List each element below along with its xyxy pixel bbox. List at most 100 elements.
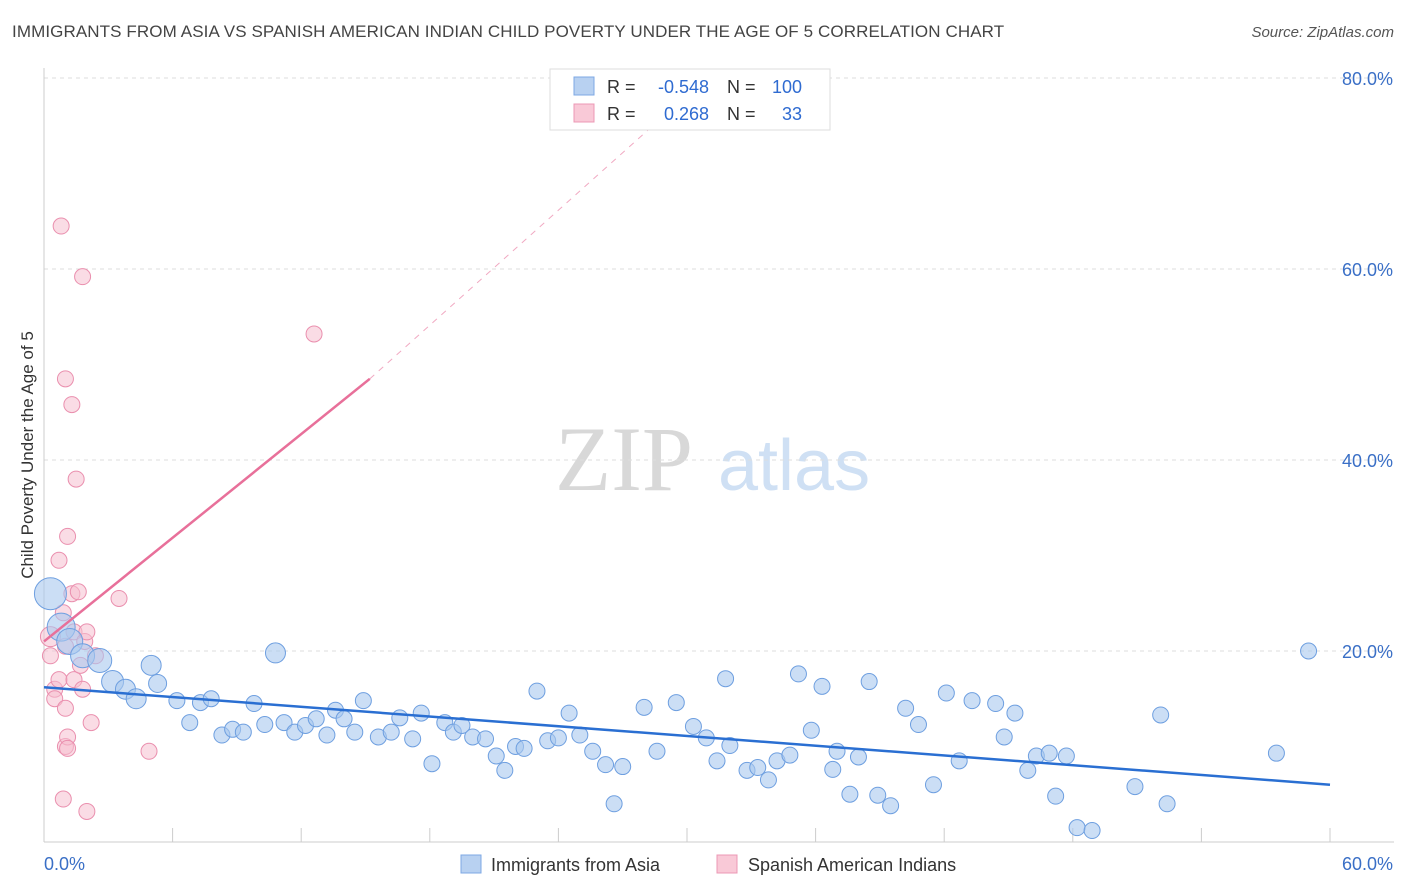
watermark-atlas: atlas xyxy=(718,426,870,506)
data-point-immigrants-from-asia xyxy=(667,694,685,712)
data-point-immigrants-from-asia xyxy=(635,698,653,716)
data-point-immigrants-from-asia xyxy=(560,704,578,722)
data-point-spanish-american-indians xyxy=(67,470,85,488)
data-point-immigrants-from-asia xyxy=(648,742,666,760)
data-point-immigrants-from-asia xyxy=(1006,704,1024,722)
watermark: ZIP atlas xyxy=(555,408,870,510)
data-point-spanish-american-indians xyxy=(63,396,81,414)
data-point-immigrants-from-asia xyxy=(789,665,807,683)
trend-line-extension-spanish-american-indians xyxy=(369,94,688,380)
data-point-immigrants-from-asia xyxy=(897,699,915,717)
trend-line-immigrants-from-asia xyxy=(43,686,1331,786)
x-axis-tick-labels: 0.0% 60.0% xyxy=(44,854,1393,874)
data-point-immigrants-from-asia xyxy=(453,716,471,734)
data-point-immigrants-from-asia xyxy=(995,728,1013,746)
y-axis-label: Child Poverty Under the Age of 5 xyxy=(18,331,37,579)
data-point-spanish-american-indians xyxy=(56,370,74,388)
data-point-immigrants-from-asia xyxy=(412,704,430,722)
data-point-immigrants-from-asia xyxy=(937,684,955,702)
data-point-immigrants-from-asia xyxy=(597,756,615,774)
data-point-immigrants-from-asia xyxy=(614,758,632,776)
y-tick-label-80: 80.0% xyxy=(1342,69,1393,89)
data-point-immigrants-from-asia xyxy=(802,721,820,739)
data-point-spanish-american-indians xyxy=(140,742,158,760)
data-point-immigrants-from-asia xyxy=(1267,744,1285,762)
data-point-immigrants-from-asia xyxy=(860,673,878,691)
data-point-immigrants-from-asia xyxy=(759,771,777,789)
data-point-immigrants-from-asia xyxy=(1300,642,1318,660)
series-immigrants-from-asia xyxy=(33,577,1318,840)
data-point-immigrants-from-asia xyxy=(717,670,735,688)
gridlines xyxy=(44,77,1394,652)
data-point-immigrants-from-asia xyxy=(841,785,859,803)
data-point-immigrants-from-asia xyxy=(354,692,372,710)
data-point-immigrants-from-asia xyxy=(1019,761,1037,779)
trend-lines xyxy=(43,94,1331,786)
stats-r-value-1: -0.548 xyxy=(658,77,709,97)
series-spanish-american-indians xyxy=(39,217,323,820)
data-point-spanish-american-indians xyxy=(56,699,74,717)
data-point-spanish-american-indians xyxy=(52,217,70,235)
data-point-spanish-american-indians xyxy=(69,583,87,601)
stats-r-label-2: R = xyxy=(607,104,636,124)
y-axis-tick-labels: 20.0% 40.0% 60.0% 80.0% xyxy=(1342,69,1393,662)
data-point-spanish-american-indians xyxy=(50,671,68,689)
data-point-immigrants-from-asia xyxy=(584,742,602,760)
data-point-immigrants-from-asia xyxy=(1040,744,1058,762)
legend-label-spanish-american-indians: Spanish American Indians xyxy=(748,855,956,875)
data-point-immigrants-from-asia xyxy=(382,723,400,741)
data-point-immigrants-from-asia xyxy=(487,747,505,765)
data-point-spanish-american-indians xyxy=(74,268,92,286)
data-point-spanish-american-indians xyxy=(41,647,59,665)
data-point-immigrants-from-asia xyxy=(33,577,67,611)
legend-swatch-blue xyxy=(460,854,482,874)
data-point-spanish-american-indians xyxy=(110,589,128,607)
data-point-immigrants-from-asia xyxy=(423,755,441,773)
data-point-immigrants-from-asia xyxy=(781,746,799,764)
data-point-immigrants-from-asia xyxy=(549,729,567,747)
data-point-spanish-american-indians xyxy=(50,551,68,569)
bottom-legend: Immigrants from Asia Spanish American In… xyxy=(460,854,956,875)
source-label: Source: ZipAtlas.com xyxy=(1251,24,1394,41)
stats-n-value-1: 100 xyxy=(772,77,802,97)
stats-legend-box: R = -0.548 N = 100 R = 0.268 N = 33 xyxy=(549,68,831,131)
stats-swatch-blue xyxy=(573,76,595,96)
data-point-immigrants-from-asia xyxy=(909,716,927,734)
stats-r-label-1: R = xyxy=(607,77,636,97)
data-point-immigrants-from-asia xyxy=(404,730,422,748)
data-point-spanish-american-indians xyxy=(59,739,77,757)
data-point-immigrants-from-asia xyxy=(1047,787,1065,805)
data-point-immigrants-from-asia xyxy=(391,709,409,727)
data-point-immigrants-from-asia xyxy=(1126,778,1144,796)
data-point-spanish-american-indians xyxy=(54,790,72,808)
data-point-immigrants-from-asia xyxy=(869,786,887,804)
data-point-immigrants-from-asia xyxy=(605,795,623,813)
data-point-immigrants-from-asia xyxy=(234,723,252,741)
data-point-immigrants-from-asia xyxy=(346,723,364,741)
stats-r-value-2: 0.268 xyxy=(664,104,709,124)
x-tick-label-0: 0.0% xyxy=(44,854,85,874)
data-point-immigrants-from-asia xyxy=(1083,822,1101,840)
data-point-immigrants-from-asia xyxy=(1057,747,1075,765)
x-axis-ticks xyxy=(43,828,1331,842)
legend-label-asia: Immigrants from Asia xyxy=(491,855,661,875)
chart-title: IMMIGRANTS FROM ASIA VS SPANISH AMERICAN… xyxy=(12,22,1005,41)
data-point-immigrants-from-asia xyxy=(515,739,533,757)
data-point-immigrants-from-asia xyxy=(813,677,831,695)
data-point-immigrants-from-asia xyxy=(987,695,1005,713)
data-point-immigrants-from-asia xyxy=(318,726,336,744)
data-point-immigrants-from-asia xyxy=(181,714,199,732)
data-point-immigrants-from-asia xyxy=(749,759,767,777)
data-point-immigrants-from-asia xyxy=(335,710,353,728)
data-point-immigrants-from-asia xyxy=(168,692,186,710)
data-point-immigrants-from-asia xyxy=(1068,819,1086,837)
data-point-immigrants-from-asia xyxy=(684,717,702,735)
data-point-immigrants-from-asia xyxy=(528,682,546,700)
data-point-immigrants-from-asia xyxy=(824,760,842,778)
y-tick-label-20: 20.0% xyxy=(1342,642,1393,662)
stats-swatch-pink xyxy=(573,103,595,123)
trend-line-spanish-american-indians xyxy=(43,377,371,643)
data-point-immigrants-from-asia xyxy=(148,673,168,693)
data-point-immigrants-from-asia xyxy=(125,688,147,710)
